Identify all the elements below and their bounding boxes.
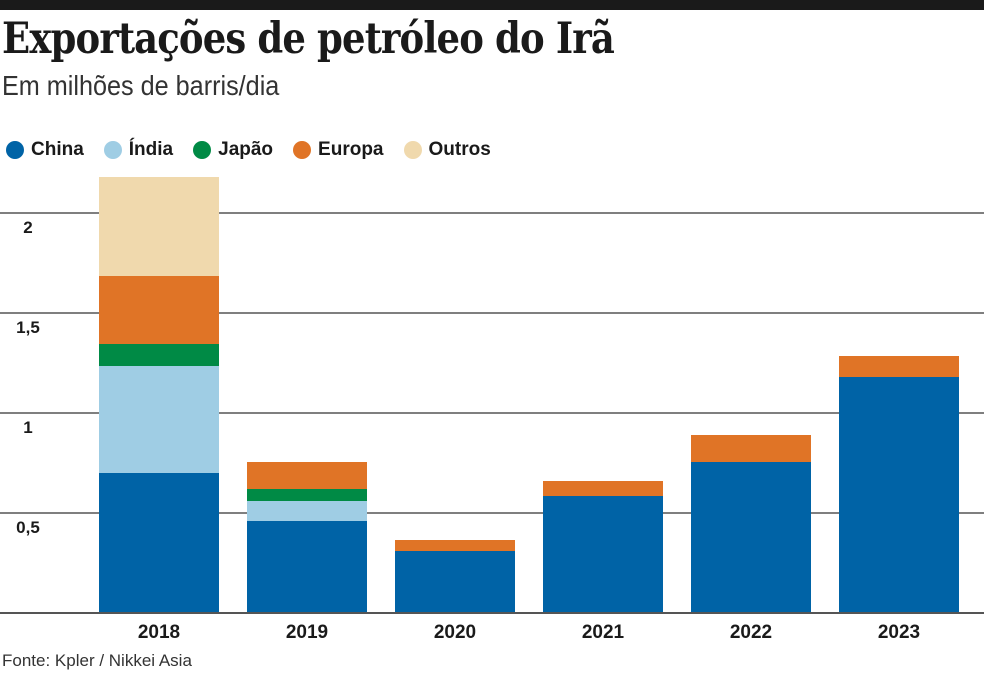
- bar-china-2021: [543, 496, 663, 613]
- source-note: Fonte: Kpler / Nikkei Asia: [2, 651, 192, 670]
- legend-item-china: China: [6, 139, 84, 161]
- legend-swatch: [193, 141, 212, 159]
- bar-china-2019: [247, 521, 367, 613]
- legend-label: Outros: [428, 139, 491, 160]
- x-tick-label: 2021: [582, 622, 625, 643]
- bar-china-2022: [691, 462, 811, 613]
- legend-item-outros: Outros: [403, 139, 491, 161]
- bar-japão-2019: [247, 489, 367, 501]
- bar-china-2020: [395, 551, 515, 613]
- x-tick-label: 2018: [138, 622, 180, 643]
- legend-label: China: [31, 139, 84, 160]
- bar-europa-2021: [543, 481, 663, 496]
- bar-europa-2023: [839, 356, 959, 377]
- bar-china-2018: [99, 473, 219, 613]
- bar-japão-2018: [99, 344, 219, 366]
- legend-label: Europa: [318, 139, 384, 160]
- y-tick-label: 1: [23, 418, 32, 437]
- y-tick-label: 2: [23, 218, 32, 237]
- x-tick-label: 2020: [434, 622, 476, 643]
- x-tick-label: 2022: [730, 622, 772, 643]
- bar-europa-2020: [395, 540, 515, 551]
- legend-item-japão: Japão: [193, 139, 273, 161]
- bar-china-2023: [839, 377, 959, 613]
- x-tick-label: 2023: [878, 622, 920, 643]
- legend-item-índia: Índia: [103, 139, 174, 161]
- legend-swatch: [103, 141, 122, 159]
- legend-label: Japão: [218, 139, 274, 160]
- legend-item-europa: Europa: [293, 139, 384, 161]
- bar-índia-2018: [99, 366, 219, 473]
- legend-swatch: [6, 141, 24, 159]
- y-tick-label: 0,5: [16, 518, 40, 537]
- bar-índia-2019: [247, 501, 367, 521]
- y-tick-label: 1,5: [16, 318, 40, 337]
- top-rule: [0, 0, 984, 10]
- chart-title: Exportações de petróleo do Irã: [2, 14, 615, 64]
- bar-outros-2018: [99, 177, 219, 276]
- chart-subtitle: Em milhões de barris/dia: [2, 70, 280, 101]
- x-tick-label: 2019: [286, 622, 328, 643]
- bar-europa-2022: [691, 435, 811, 462]
- bar-europa-2018: [99, 276, 219, 344]
- legend-label: Índia: [128, 139, 174, 160]
- legend: China Índia Japão Europa Outros: [6, 139, 491, 161]
- bar-europa-2019: [247, 462, 367, 489]
- legend-swatch: [403, 141, 422, 159]
- legend-swatch: [293, 141, 312, 159]
